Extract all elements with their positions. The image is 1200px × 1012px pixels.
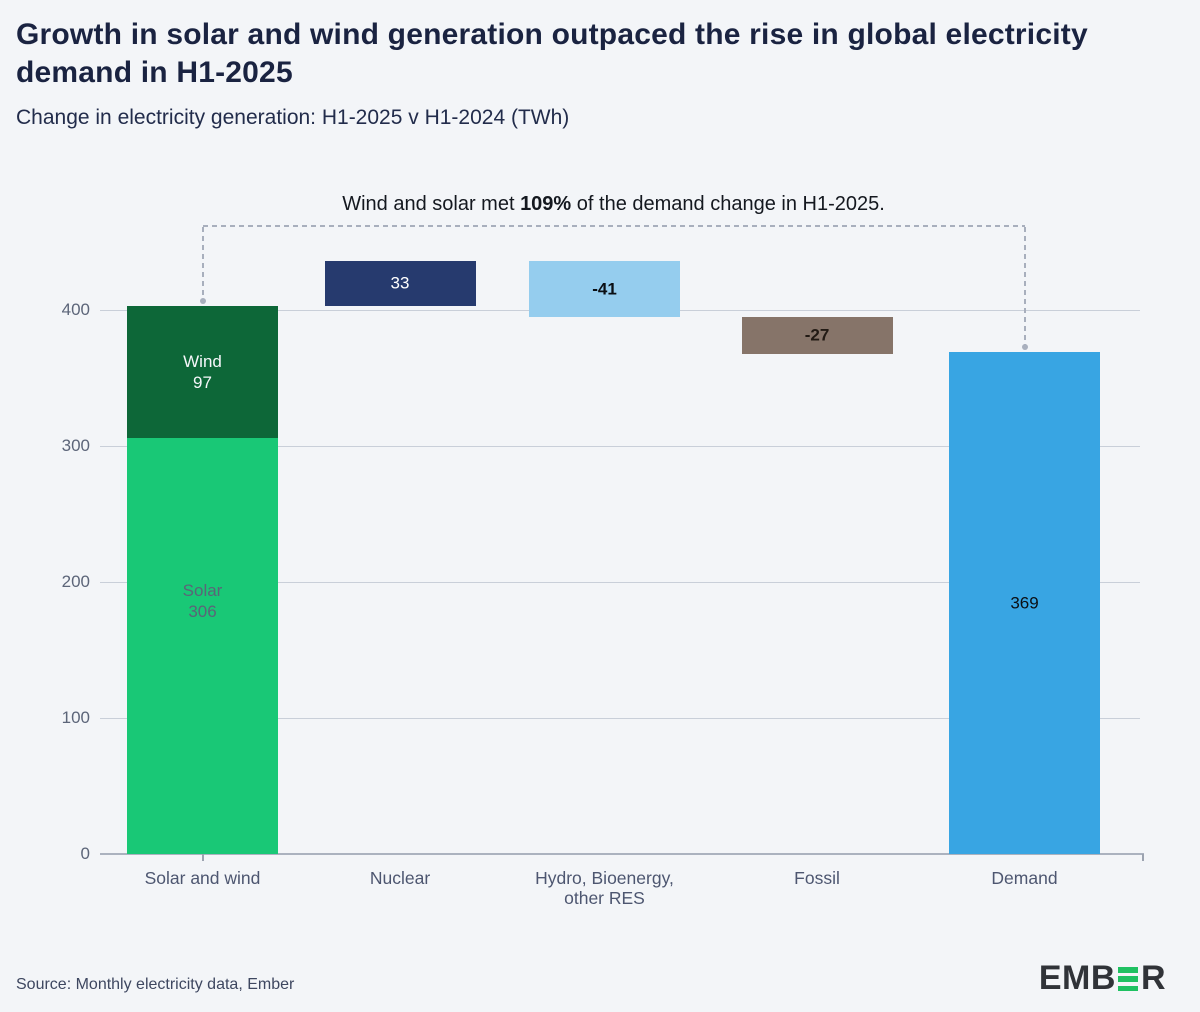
x-axis-line bbox=[100, 853, 1144, 855]
annotation-suffix: of the demand change in H1-2025. bbox=[571, 193, 885, 215]
ember-logo: EMB R bbox=[1039, 960, 1166, 996]
bar-segment-wind: Wind 97 bbox=[127, 305, 278, 438]
connector-dashed-top bbox=[202, 225, 1025, 227]
bar-value-label-hydro-bioenergy-other-res: -41 bbox=[592, 279, 617, 299]
source-note: Source: Monthly electricity data, Ember bbox=[16, 976, 295, 993]
gridline-200 bbox=[100, 582, 1140, 583]
x-label-solar-and-wind: Solar and wind bbox=[144, 868, 261, 888]
x-label-nuclear: Nuclear bbox=[369, 868, 431, 888]
gridline-100 bbox=[100, 718, 1140, 719]
connector-dashed-right bbox=[1023, 227, 1026, 347]
ember-logo-text-r: R bbox=[1140, 959, 1166, 997]
annotation-text: Wind and solar met 109% of the demand ch… bbox=[100, 193, 1127, 216]
chart-title-line1: Growth in solar and wind generation outp… bbox=[16, 18, 1088, 51]
bar-demand: 369 bbox=[949, 352, 1100, 854]
connector-dot-left bbox=[199, 297, 206, 304]
chart-subtitle: Change in electricity generation: H1-202… bbox=[16, 106, 570, 129]
bar-fossil: -27 bbox=[741, 316, 893, 354]
annotation-highlight: 109% bbox=[520, 193, 572, 215]
bar-hydro-bioenergy-other-res: -41 bbox=[529, 261, 680, 317]
bar-value-label-fossil: -27 bbox=[804, 325, 830, 345]
connector-dashed-left bbox=[201, 227, 204, 300]
chart-title: Growth in solar and wind generation outp… bbox=[16, 16, 1184, 92]
chart-title-line2: demand in H1-2025 bbox=[16, 56, 293, 89]
bar-segment-solar: Solar 306 bbox=[127, 437, 278, 854]
x-axis-tick-right bbox=[1142, 854, 1144, 861]
y-tick-label-100: 100 bbox=[61, 708, 90, 727]
x-label-fossil: Fossil bbox=[794, 868, 840, 888]
connector-dot-right bbox=[1021, 344, 1028, 351]
y-tick-label-300: 300 bbox=[61, 436, 90, 455]
x-axis-tick-left bbox=[201, 854, 204, 861]
gridline-300 bbox=[100, 446, 1140, 447]
bar-segment-label-wind: Wind 97 bbox=[183, 351, 222, 392]
y-tick-label-400: 400 bbox=[61, 300, 90, 319]
ember-logo-green-e-icon bbox=[1118, 967, 1139, 991]
annotation-prefix: Wind and solar met bbox=[342, 193, 521, 215]
x-label-demand: Demand bbox=[991, 868, 1058, 888]
bar-nuclear: 33 bbox=[324, 261, 476, 306]
bar-value-label-nuclear: 33 bbox=[390, 273, 410, 293]
y-tick-label-0: 0 bbox=[80, 844, 90, 863]
bar-segment-label-solar: Solar 306 bbox=[182, 580, 223, 621]
ember-logo-text-emb: EMB bbox=[1038, 959, 1116, 997]
bar-value-label-demand: 369 bbox=[1010, 593, 1039, 613]
x-label-hydro-bioenergy-other-res: Hydro, Bioenergy, other RES bbox=[535, 868, 674, 908]
y-tick-label-200: 200 bbox=[61, 572, 90, 591]
